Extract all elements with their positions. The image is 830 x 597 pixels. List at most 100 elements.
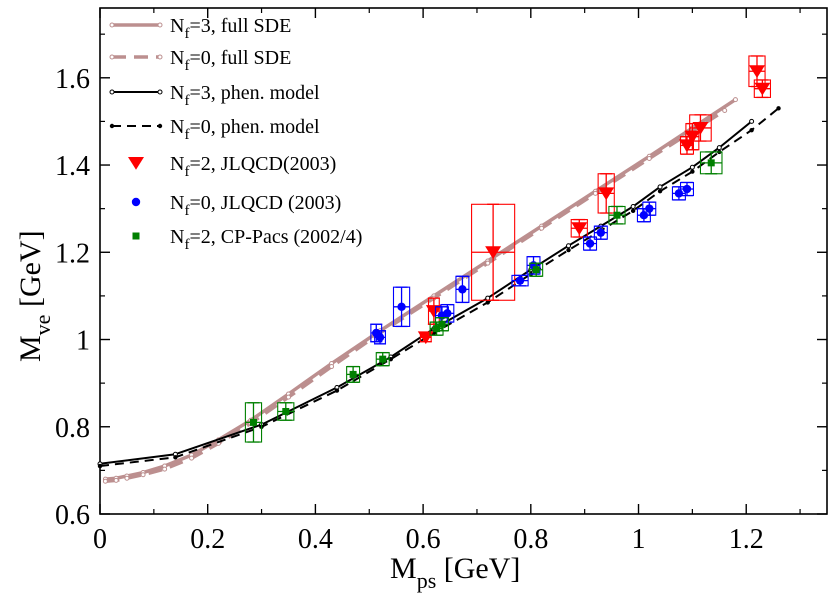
data-point	[392, 286, 411, 328]
legend-item: Nf=0, full SDE	[109, 47, 291, 74]
x-tick-label: 0.8	[513, 524, 548, 555]
ticks: 0 0.2 0.4 0.6 0.8 1 1.2 0.6 0.8 1 1.2 1.4 1.6	[55, 8, 827, 555]
x-tick-label: 1	[632, 524, 646, 555]
series-point	[124, 475, 130, 481]
marker	[682, 184, 692, 194]
marker	[443, 309, 452, 318]
series-point	[97, 463, 103, 469]
legend-label: Nf=0, phen. model	[170, 116, 320, 143]
y-tick-label: 1.6	[55, 64, 90, 95]
series-point	[539, 225, 545, 231]
marker	[585, 239, 595, 248]
series-point	[657, 184, 663, 190]
y-tick-label: 1.2	[55, 238, 90, 269]
legend-label-post: =3, full SDE	[189, 15, 291, 37]
y-axis-label: Mve [GeV]	[14, 230, 55, 362]
series-point	[113, 477, 119, 483]
legend-item: Nf=0, phen. model	[109, 116, 320, 143]
series-point	[690, 169, 695, 174]
y-tick-label: 0.6	[55, 500, 90, 531]
series-point	[334, 388, 340, 393]
legend-label-pre: N	[170, 153, 184, 175]
series-6	[244, 151, 723, 443]
marker	[282, 407, 290, 415]
series-point	[776, 106, 781, 111]
marker	[754, 82, 771, 96]
marker	[598, 187, 615, 201]
series-point	[485, 295, 491, 301]
series-line	[105, 98, 737, 481]
series-point	[285, 394, 291, 400]
legend-item: Nf=3, full SDE	[109, 15, 291, 42]
data-point	[597, 173, 615, 214]
data-point	[570, 218, 588, 238]
legend-label-sub: f	[184, 127, 189, 143]
marker	[433, 325, 441, 333]
series-point	[630, 208, 636, 214]
marker	[645, 204, 654, 213]
marker	[349, 370, 357, 378]
legend-label-pre: N	[170, 192, 184, 214]
marker	[375, 333, 385, 342]
marker	[613, 211, 621, 219]
plot-frame	[99, 7, 828, 515]
legend-item: Nf=3, phen. model	[109, 82, 320, 109]
legend-label: Nf=3, phen. model	[170, 82, 320, 109]
data-point	[244, 402, 263, 443]
y-tick-label: 1	[76, 326, 90, 357]
series-point	[592, 190, 598, 196]
series-point	[657, 189, 663, 194]
marker	[438, 320, 446, 328]
data-point	[642, 201, 657, 216]
marker	[748, 65, 765, 79]
legend-item: Nf=2, CP-Pacs (2002/4)	[132, 226, 362, 253]
series-point	[716, 145, 722, 151]
x-axis-label: Mps [GeV]	[390, 552, 520, 593]
series-4	[417, 55, 772, 345]
legend-label-sub: f	[184, 93, 189, 109]
legend-label-sub: f	[184, 164, 189, 180]
marker	[249, 418, 257, 426]
data-point	[417, 331, 434, 345]
data-point	[346, 365, 361, 383]
legend-label: Nf=0, JLQCD (2003)	[170, 192, 341, 219]
legend-dot	[109, 123, 115, 129]
legend-label-post: =0, JLQCD (2003)	[189, 192, 341, 214]
marker	[571, 222, 588, 236]
data-point	[678, 136, 695, 155]
data-point	[455, 275, 470, 304]
series-point	[485, 300, 490, 305]
data-point	[374, 330, 387, 345]
data-point	[689, 114, 712, 142]
marker	[596, 228, 606, 237]
data-point	[511, 274, 529, 287]
marker	[532, 266, 540, 274]
series-point	[329, 364, 335, 370]
legend-label-pre: N	[170, 15, 184, 37]
series-point	[749, 118, 755, 124]
marker	[397, 302, 406, 312]
data-point	[699, 151, 723, 175]
series-point	[566, 247, 571, 253]
marker	[515, 276, 525, 285]
series-point	[189, 455, 195, 461]
legend-marker	[132, 232, 140, 240]
series-point	[566, 243, 572, 249]
legend-label: Nf=3, full SDE	[170, 15, 291, 42]
legend-dot	[157, 123, 163, 129]
legend-label-pre: N	[170, 226, 184, 248]
legend-label-pre: N	[170, 47, 184, 69]
series-point	[732, 97, 738, 103]
legend-dot	[109, 89, 115, 95]
legend-dot	[109, 54, 115, 60]
legend-label-pre: N	[170, 82, 184, 104]
marker	[458, 285, 467, 294]
legend-label-post: =2, JLQCD(2003)	[189, 153, 336, 175]
marker	[684, 130, 701, 144]
marker	[674, 189, 684, 198]
marker	[692, 121, 709, 135]
data-point	[425, 297, 442, 325]
x-tick-label: 0.2	[190, 524, 225, 555]
legend-dot	[157, 22, 163, 28]
